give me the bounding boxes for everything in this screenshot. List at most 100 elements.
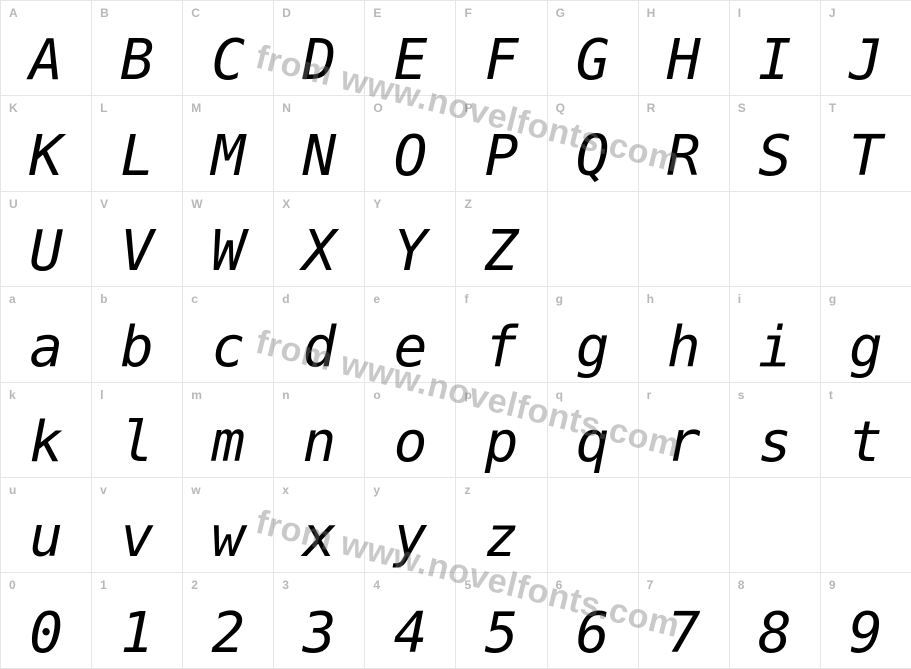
glyph-cell: qq xyxy=(548,383,639,478)
cell-label: 7 xyxy=(647,578,654,592)
cell-label: 1 xyxy=(100,578,107,592)
glyph-cell: dd xyxy=(274,287,365,382)
glyph-cell: 00 xyxy=(1,573,92,668)
cell-glyph: 2 xyxy=(183,606,273,662)
glyph-cell: zz xyxy=(456,478,547,573)
glyph-cell: DD xyxy=(274,1,365,96)
glyph-cell: ZZ xyxy=(456,192,547,287)
glyph-cell: 33 xyxy=(274,573,365,668)
cell-glyph: p xyxy=(456,415,546,471)
cell-glyph: Y xyxy=(365,224,455,280)
glyph-cell: gg xyxy=(548,287,639,382)
cell-glyph: I xyxy=(730,33,820,89)
glyph-cell: uu xyxy=(1,478,92,573)
cell-label: b xyxy=(100,292,107,306)
glyph-cell: 22 xyxy=(183,573,274,668)
glyph-cell: aa xyxy=(1,287,92,382)
cell-glyph: l xyxy=(92,415,182,471)
cell-glyph: L xyxy=(92,129,182,185)
cell-label: d xyxy=(282,292,289,306)
cell-label: g xyxy=(556,292,563,306)
glyph-cell: vv xyxy=(92,478,183,573)
glyph-cell: rr xyxy=(639,383,730,478)
glyph-cell: ss xyxy=(730,383,821,478)
empty-cell xyxy=(821,478,911,573)
glyph-cell: yy xyxy=(365,478,456,573)
glyph-cell: BB xyxy=(92,1,183,96)
glyph-cell: PP xyxy=(456,96,547,191)
cell-label: L xyxy=(100,101,107,115)
cell-label: 3 xyxy=(282,578,289,592)
glyph-cell: 99 xyxy=(821,573,911,668)
cell-label: H xyxy=(647,6,656,20)
glyph-cell: ww xyxy=(183,478,274,573)
glyph-cell: xx xyxy=(274,478,365,573)
cell-glyph: d xyxy=(274,320,364,376)
glyph-cell: oo xyxy=(365,383,456,478)
cell-label: T xyxy=(829,101,836,115)
cell-glyph: 6 xyxy=(548,606,638,662)
cell-label: A xyxy=(9,6,18,20)
glyph-cell: ee xyxy=(365,287,456,382)
cell-label: J xyxy=(829,6,836,20)
cell-glyph: y xyxy=(365,510,455,566)
glyph-cell: XX xyxy=(274,192,365,287)
cell-glyph: C xyxy=(183,33,273,89)
cell-label: V xyxy=(100,197,108,211)
cell-glyph: 5 xyxy=(456,606,546,662)
empty-cell xyxy=(548,478,639,573)
cell-glyph: N xyxy=(274,129,364,185)
character-map-grid: AABBCCDDEEFFGGHHIIJJKKLLMMNNOOPPQQRRSSTT… xyxy=(0,0,911,669)
cell-glyph: a xyxy=(1,320,91,376)
cell-label: S xyxy=(738,101,746,115)
cell-glyph: r xyxy=(639,415,729,471)
glyph-cell: KK xyxy=(1,96,92,191)
cell-glyph: i xyxy=(730,320,820,376)
cell-label: r xyxy=(647,388,652,402)
glyph-cell: VV xyxy=(92,192,183,287)
glyph-cell: RR xyxy=(639,96,730,191)
cell-glyph: g xyxy=(548,320,638,376)
cell-glyph: J xyxy=(821,33,911,89)
cell-label: n xyxy=(282,388,289,402)
empty-cell xyxy=(730,478,821,573)
empty-cell xyxy=(730,192,821,287)
cell-glyph: g xyxy=(821,320,911,376)
cell-label: z xyxy=(464,483,470,497)
glyph-cell: tt xyxy=(821,383,911,478)
empty-cell xyxy=(548,192,639,287)
glyph-cell: kk xyxy=(1,383,92,478)
empty-cell xyxy=(639,478,730,573)
cell-label: l xyxy=(100,388,103,402)
glyph-cell: NN xyxy=(274,96,365,191)
cell-glyph: u xyxy=(1,510,91,566)
glyph-cell: YY xyxy=(365,192,456,287)
glyph-cell: mm xyxy=(183,383,274,478)
glyph-cell: 44 xyxy=(365,573,456,668)
cell-glyph: P xyxy=(456,129,546,185)
cell-glyph: 9 xyxy=(821,606,911,662)
glyph-cell: pp xyxy=(456,383,547,478)
cell-glyph: D xyxy=(274,33,364,89)
cell-glyph: q xyxy=(548,415,638,471)
glyph-cell: SS xyxy=(730,96,821,191)
cell-label: N xyxy=(282,101,291,115)
glyph-cell: bb xyxy=(92,287,183,382)
cell-glyph: c xyxy=(183,320,273,376)
cell-glyph: Z xyxy=(456,224,546,280)
glyph-cell: II xyxy=(730,1,821,96)
cell-label: 8 xyxy=(738,578,745,592)
cell-glyph: A xyxy=(1,33,91,89)
cell-label: k xyxy=(9,388,16,402)
cell-label: i xyxy=(738,292,741,306)
cell-glyph: V xyxy=(92,224,182,280)
glyph-cell: JJ xyxy=(821,1,911,96)
cell-label: w xyxy=(191,483,200,497)
glyph-cell: 77 xyxy=(639,573,730,668)
cell-glyph: M xyxy=(183,129,273,185)
glyph-cell: ff xyxy=(456,287,547,382)
cell-label: a xyxy=(9,292,16,306)
cell-glyph: o xyxy=(365,415,455,471)
glyph-cell: UU xyxy=(1,192,92,287)
cell-label: C xyxy=(191,6,200,20)
